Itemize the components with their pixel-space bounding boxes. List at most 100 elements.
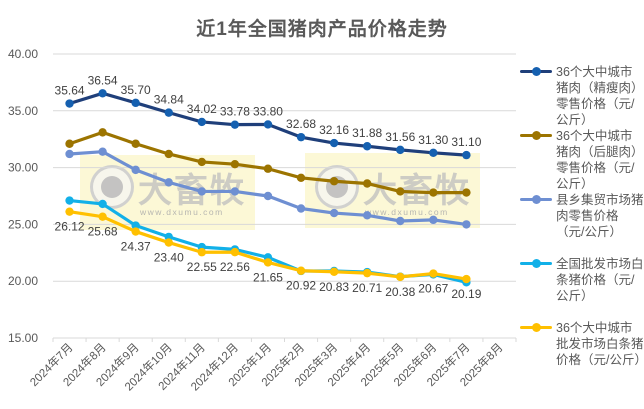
data-point [98, 212, 107, 221]
data-point [131, 139, 140, 148]
data-point [362, 211, 372, 220]
data-point [197, 187, 207, 196]
data-point [197, 157, 207, 167]
legend-line-marker-icon [520, 259, 552, 268]
data-point [98, 199, 107, 209]
data-point [65, 196, 74, 205]
data-label: 26.12 [55, 220, 85, 234]
data-point [362, 142, 372, 151]
data-point [429, 215, 438, 225]
data-point [98, 89, 107, 98]
data-point [462, 150, 471, 160]
series-lines [65, 89, 471, 287]
legend-label: 县乡集贸市场猪肉零售价格（元/公斤） [556, 193, 644, 239]
x-axis: 2024年7月2024年8月2024年9月2024年10月2024年11月202… [27, 338, 517, 394]
legend-item[interactable]: 36个大中城市猪肉（后腿肉）零售价格（元/公斤） [516, 128, 644, 192]
data-label: 22.56 [220, 260, 250, 274]
data-point [329, 208, 339, 218]
data-label: 20.92 [286, 279, 316, 293]
data-point [230, 247, 240, 257]
series-4 [65, 207, 471, 284]
y-tick-label: 30.00 [8, 161, 38, 175]
data-point [296, 173, 306, 183]
legend-line-marker-icon [520, 323, 552, 332]
data-point [429, 188, 438, 197]
data-label: 23.40 [154, 251, 184, 265]
legend-item[interactable]: 36个大中城市批发市场白条猪价格（元/公斤） [516, 320, 644, 368]
data-label: 20.71 [352, 281, 382, 295]
data-point [230, 159, 240, 169]
legend-label: 36个大中城市猪肉（精瘦肉）零售价格（元/公斤） [556, 65, 644, 127]
data-point [164, 238, 173, 247]
data-point [329, 177, 339, 186]
data-label: 33.78 [220, 105, 250, 119]
data-point [65, 139, 74, 148]
legend-item[interactable]: 36个大中城市猪肉（精瘦肉）零售价格（元/公斤） [516, 64, 644, 128]
data-point [164, 149, 173, 159]
chart-title: 近1年全国猪肉产品价格走势 [196, 19, 448, 40]
data-label: 22.55 [187, 260, 217, 274]
y-tick-label: 20.00 [8, 274, 38, 288]
data-point [296, 132, 306, 142]
data-point [429, 148, 438, 158]
data-label: 33.80 [253, 104, 283, 118]
data-label: 31.56 [385, 130, 415, 144]
data-point [462, 274, 471, 284]
data-point [263, 191, 273, 201]
data-point [296, 204, 306, 213]
data-label: 32.16 [319, 123, 349, 137]
data-point [230, 120, 240, 129]
data-point [362, 179, 372, 188]
data-label: 21.65 [253, 270, 283, 284]
legend-label: 全国批发市场白条猪价格（元/公斤） [556, 257, 644, 303]
data-label: 20.38 [385, 285, 415, 299]
y-tick-label: 35.00 [8, 104, 38, 118]
data-point [362, 268, 372, 278]
data-point [65, 149, 74, 159]
data-point [396, 187, 405, 196]
data-point [98, 128, 107, 137]
data-point [462, 188, 471, 197]
data-point [131, 165, 140, 175]
y-tick-label: 15.00 [8, 331, 38, 345]
data-point [263, 164, 273, 173]
data-label: 35.70 [121, 83, 151, 97]
data-point [197, 248, 207, 257]
data-label: 32.68 [286, 117, 316, 131]
legend-label: 36个大中城市猪肉（后腿肉）零售价格（元/公斤） [556, 129, 644, 191]
series-1 [65, 128, 471, 197]
data-label: 25.68 [88, 225, 118, 239]
data-label: 34.84 [154, 93, 184, 107]
series-2 [65, 147, 471, 229]
data-label: 20.19 [451, 287, 481, 301]
data-point [296, 266, 306, 275]
data-point [396, 272, 405, 282]
y-tick-label: 40.00 [8, 47, 38, 61]
data-label: 31.10 [451, 135, 481, 149]
legend-item[interactable]: 县乡集贸市场猪肉零售价格（元/公斤） [516, 192, 644, 240]
data-label: 20.83 [319, 280, 349, 294]
legend-line-marker-icon [520, 131, 552, 140]
data-point [329, 138, 339, 148]
data-label: 34.02 [187, 102, 217, 116]
data-point [197, 117, 207, 127]
data-point [396, 216, 405, 226]
data-point [396, 145, 405, 155]
data-point [65, 207, 74, 216]
watermark-url: www.dxumu.com [140, 207, 224, 217]
data-label: 24.37 [121, 240, 151, 254]
legend-item[interactable]: 全国批发市场白条猪价格（元/公斤） [516, 256, 644, 304]
watermark-url: www.dxumu.com [365, 207, 449, 217]
legend: 36个大中城市猪肉（精瘦肉）零售价格（元/公斤） 36个大中城市猪肉（后腿肉）零售… [516, 64, 644, 368]
data-point [98, 147, 107, 156]
data-point [65, 99, 74, 108]
data-point [329, 267, 339, 276]
data-label: 36.54 [88, 73, 118, 87]
y-axis: 15.00 20.00 25.00 30.00 35.00 40.00 [8, 47, 38, 345]
data-point [429, 269, 438, 278]
y-tick-label: 25.00 [8, 217, 38, 231]
data-label: 31.30 [418, 133, 448, 147]
watermark-logo-icon [90, 165, 134, 209]
